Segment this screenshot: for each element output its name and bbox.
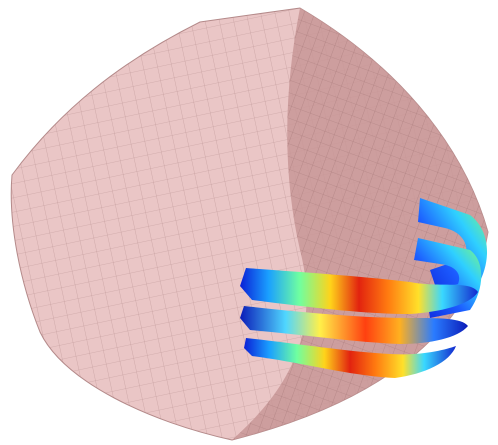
mesh-render — [0, 0, 498, 445]
page — [0, 0, 498, 445]
